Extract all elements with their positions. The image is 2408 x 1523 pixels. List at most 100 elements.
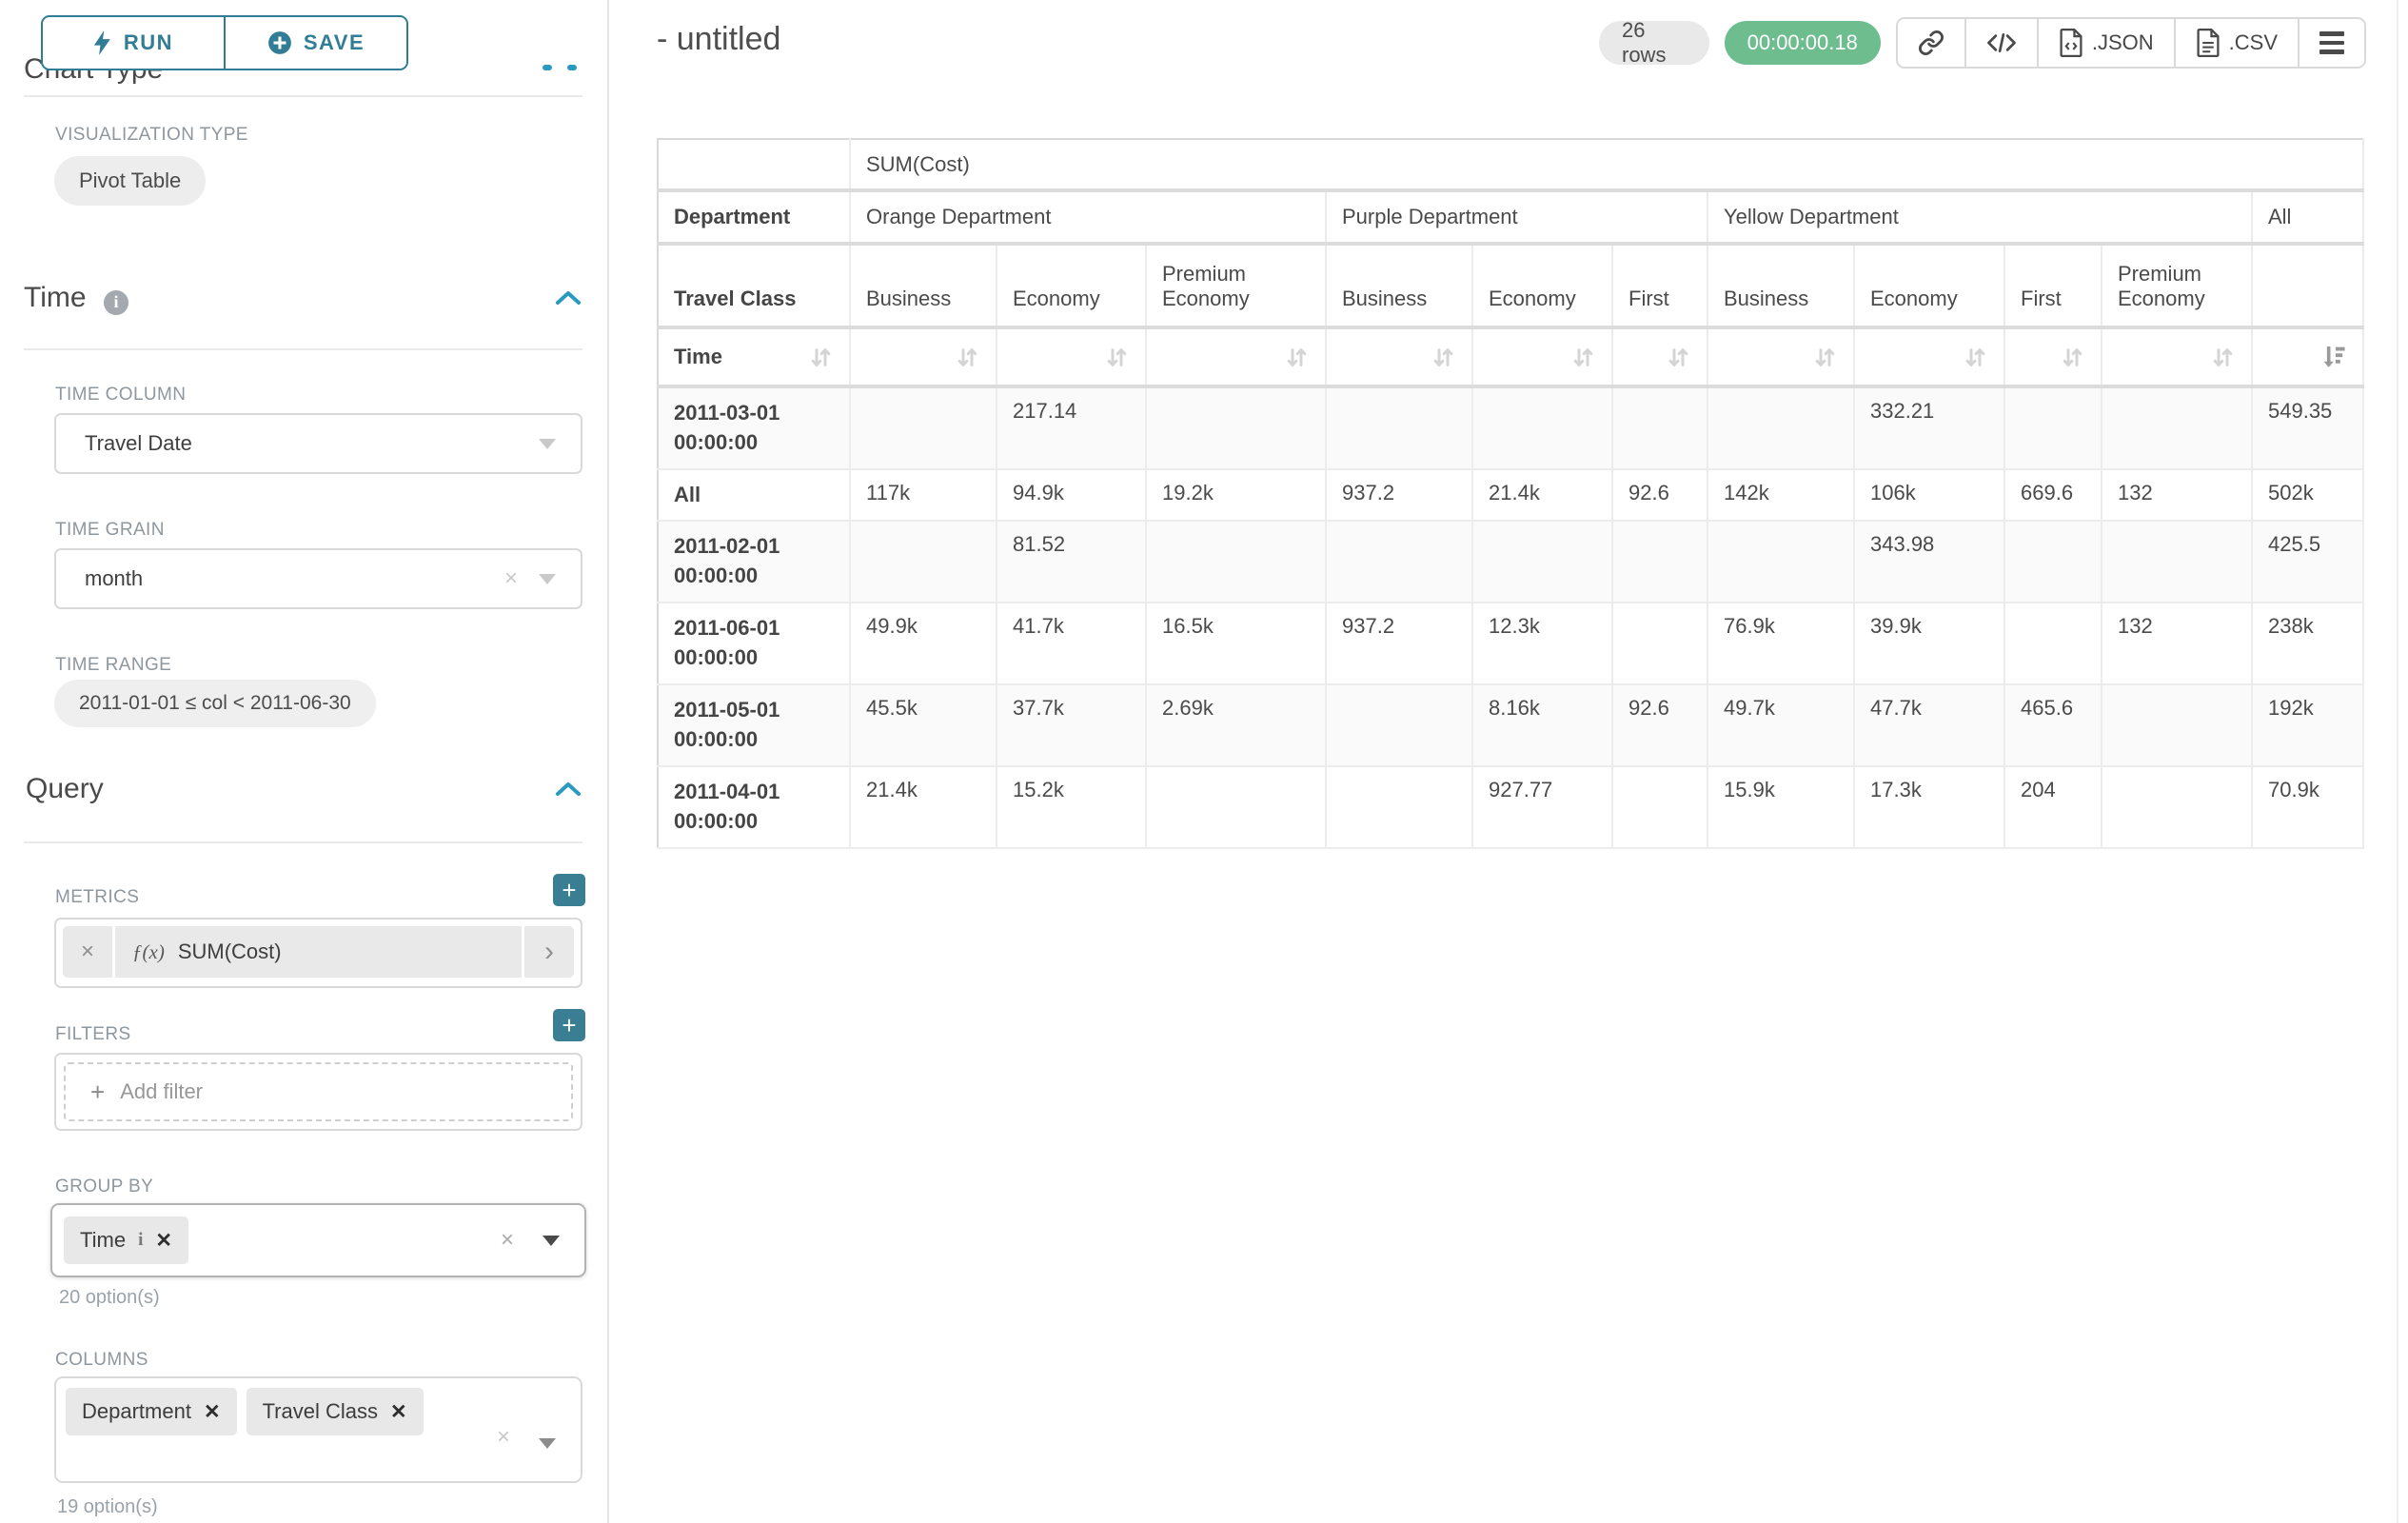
row-label-cell: 2011-05-01 00:00:00 [658,684,851,768]
column-sort-cell[interactable] [1472,327,1613,388]
metric-item[interactable]: × ƒ(x) SUM(Cost) › [63,926,574,978]
pivot-value-cell [2004,386,2102,470]
remove-tag-icon[interactable]: ✕ [390,1400,407,1423]
save-button[interactable]: SAVE [224,17,406,69]
chevron-tip-decoration [567,65,577,70]
pivot-value-cell: 106k [1854,468,2005,523]
section-divider [24,348,582,350]
results-toolbar: 26 rows 00:00:00.18 [1599,17,2366,69]
pivot-value-cell: 39.9k [1854,603,2005,686]
info-icon[interactable]: i [104,289,129,315]
pivot-value-cell: 238k [2252,603,2365,686]
sort-desc-icon [2323,346,2345,367]
sort-icon [1287,347,1307,366]
clear-all-icon[interactable]: × [500,1227,514,1253]
page-title: - untitled [657,21,781,57]
remove-tag-icon[interactable]: ✕ [155,1229,172,1252]
time-range-value[interactable]: 2011-01-01 ≤ col < 2011-06-30 [54,680,376,727]
remove-tag-icon[interactable]: ✕ [203,1400,221,1423]
travel-class-header [2252,244,2365,329]
group-by-select[interactable]: Time i ✕ × [50,1203,586,1277]
metrics-label: METRICS [55,887,140,907]
active-sort-cell[interactable] [2252,327,2365,388]
add-metric-button[interactable]: + [553,874,585,906]
expand-metric-icon[interactable]: › [544,936,554,967]
visualization-type-value[interactable]: Pivot Table [54,156,207,206]
column-sort-cell[interactable] [1612,327,1708,388]
chevron-tip-decoration [543,65,552,70]
pivot-value-cell: 132 [2102,603,2253,686]
pivot-value-cell: 204 [2004,766,2102,850]
clear-all-icon[interactable]: × [496,1424,510,1450]
menu-icon [2319,31,2344,54]
collapse-chevron-icon[interactable] [554,289,582,307]
export-csv-button[interactable]: .CSV [2173,19,2298,67]
collapse-chevron-icon[interactable] [554,781,582,798]
time-grain-select[interactable]: month × [54,548,582,609]
export-button-group: .JSON .CSV [1895,17,2366,69]
pivot-value-cell: 70.9k [2252,766,2365,850]
sort-icon [1668,347,1688,366]
query-section-title: Query [26,773,104,804]
columns-label: COLUMNS [55,1350,148,1370]
column-sort-cell[interactable] [1854,327,2005,388]
pivot-value-cell: 92.6 [1612,684,1708,768]
clear-icon[interactable]: × [503,565,518,591]
column-sort-cell[interactable] [850,327,997,388]
chevron-down-icon [543,1236,560,1246]
metric-body[interactable]: ƒ(x) SUM(Cost) [115,926,524,978]
columns-tag: Department ✕ [66,1388,237,1435]
pivot-value-cell: 192k [2252,684,2365,768]
menu-button[interactable] [2298,19,2364,67]
pivot-value-cell: 132 [2102,468,2253,523]
time-column-select[interactable]: Travel Date [54,413,582,474]
info-icon[interactable]: i [138,1230,144,1250]
chevron-down-icon [539,439,556,449]
save-button-label: SAVE [303,30,365,54]
pivot-value-cell: 12.3k [1472,603,1613,686]
metrics-select: × ƒ(x) SUM(Cost) › [54,918,582,988]
pivot-value-cell [2102,684,2253,768]
pivot-value-cell: 49.9k [850,603,997,686]
pivot-value-cell [1146,521,1327,604]
add-filter-button[interactable]: + Add filter [64,1062,573,1121]
travel-class-header: First [2004,244,2102,329]
add-filter-plus-button[interactable]: + [553,1009,585,1041]
control-panel-sidebar: Chart Type RUN SAVE VISUALIZATION TYPE P… [0,0,607,1523]
time-section-title: Time [24,282,87,313]
column-sort-cell[interactable] [2004,327,2102,388]
time-column-value: Travel Date [85,431,192,455]
sort-icon [2213,347,2233,366]
remove-metric-icon[interactable]: × [63,926,115,978]
row-dimension-sort-cell[interactable]: Time [658,327,851,388]
pivot-value-cell [1472,521,1613,604]
pivot-value-cell [2004,603,2102,686]
column-sort-cell[interactable] [1707,327,1855,388]
pivot-value-cell: 41.7k [997,603,1147,686]
pivot-value-cell: 937.2 [1326,603,1473,686]
plus-icon: + [90,1077,106,1106]
embed-code-button[interactable] [1964,19,2037,67]
time-range-label: TIME RANGE [55,655,172,675]
pivot-value-cell: 343.98 [1854,521,2005,604]
plus-circle-icon [267,31,291,54]
run-button[interactable]: RUN [43,17,224,69]
column-sort-cell[interactable] [1146,327,1327,388]
columns-tag-label: Travel Class [262,1399,378,1423]
export-json-button[interactable]: .JSON [2036,19,2174,67]
function-icon: ƒ(x) [132,940,165,963]
column-sort-cell[interactable] [1326,327,1473,388]
row-label-cell: 2011-03-01 00:00:00 [658,386,851,470]
pivot-value-cell: 37.7k [997,684,1147,768]
column-sort-cell[interactable] [2102,327,2253,388]
row-label-cell: All [658,468,851,523]
sort-icon [811,347,831,366]
columns-select[interactable]: Department ✕ Travel Class ✕ × [54,1376,582,1483]
copy-link-button[interactable] [1898,19,1964,67]
code-icon [1986,33,2016,52]
pivot-value-cell [1326,766,1473,850]
column-sort-cell[interactable] [997,327,1147,388]
group-by-options-hint: 20 option(s) [59,1287,160,1308]
table-row: 2011-03-01 00:00:00 217.14 332.21 549.35 [658,386,2365,470]
pivot-value-cell [2102,521,2253,604]
